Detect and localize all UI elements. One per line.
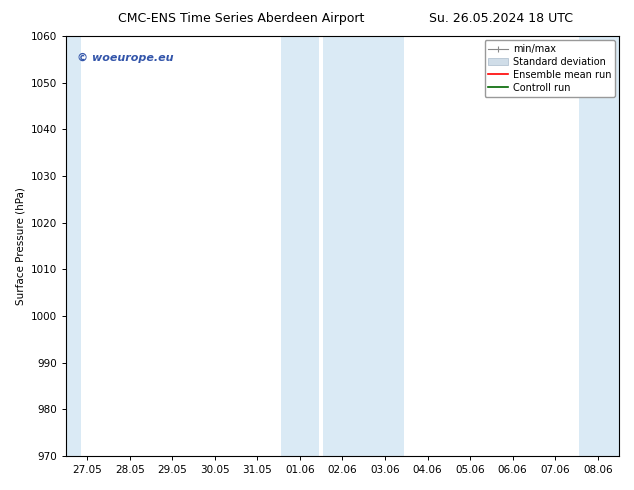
Text: Su. 26.05.2024 18 UTC: Su. 26.05.2024 18 UTC — [429, 12, 573, 25]
Text: CMC-ENS Time Series Aberdeen Airport: CMC-ENS Time Series Aberdeen Airport — [118, 12, 364, 25]
Legend: min/max, Standard deviation, Ensemble mean run, Controll run: min/max, Standard deviation, Ensemble me… — [484, 40, 615, 97]
Y-axis label: Surface Pressure (hPa): Surface Pressure (hPa) — [15, 187, 25, 305]
Bar — [323, 36, 404, 456]
Bar — [66, 36, 81, 456]
Bar — [579, 36, 619, 456]
Text: © woeurope.eu: © woeurope.eu — [77, 53, 173, 63]
Bar — [281, 36, 319, 456]
